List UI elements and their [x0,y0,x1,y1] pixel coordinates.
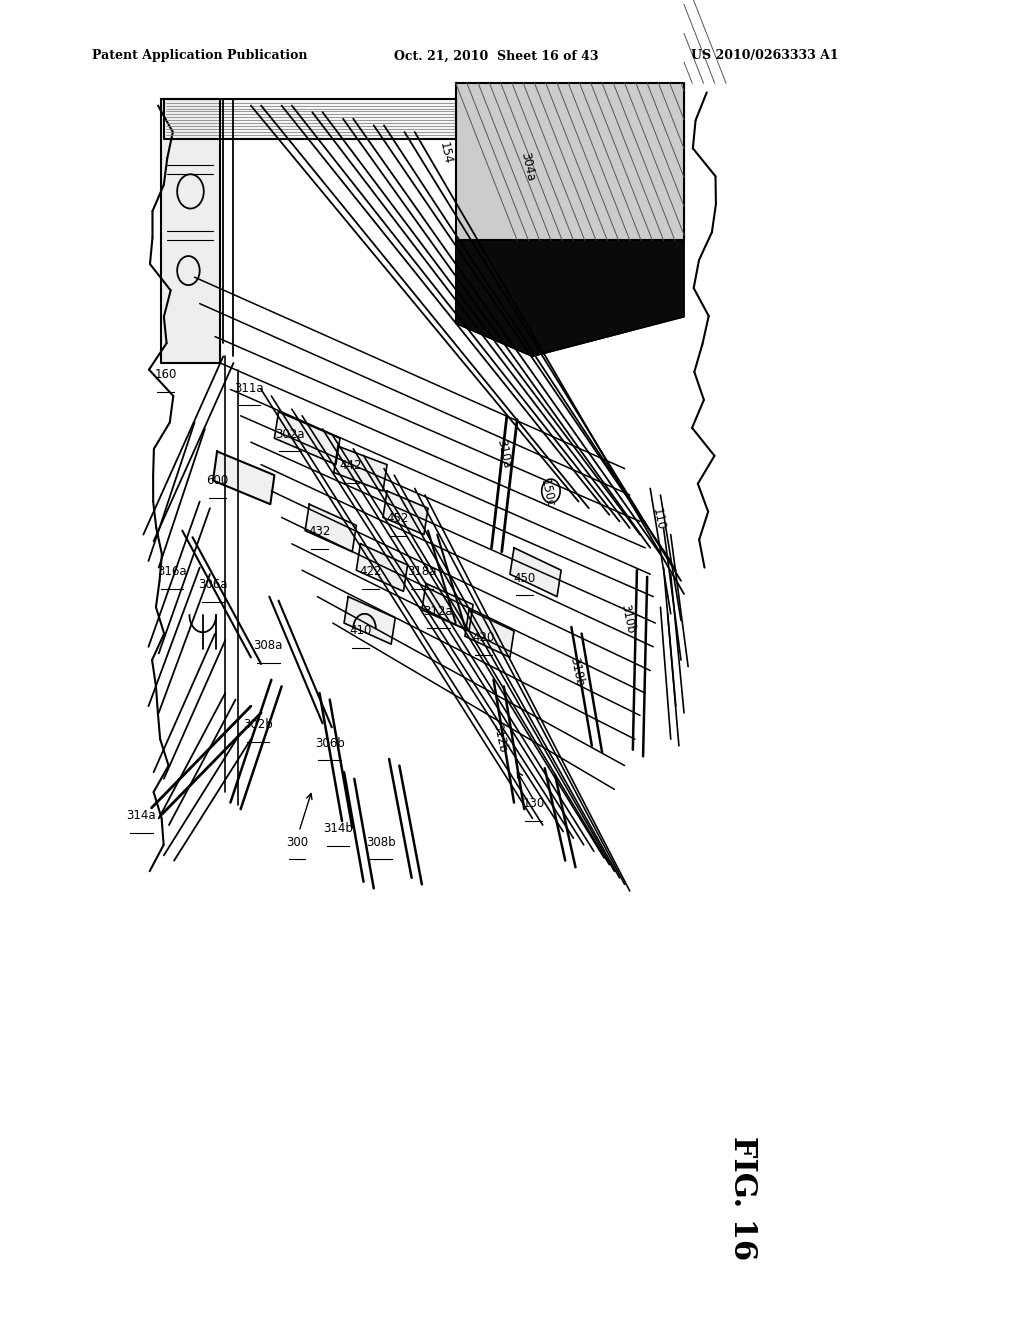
Text: 422: 422 [359,565,382,578]
Text: 310a: 310a [495,438,513,470]
Text: 450: 450 [513,572,536,585]
Polygon shape [356,544,408,591]
Text: 318a: 318a [408,565,436,578]
Polygon shape [334,446,387,491]
Polygon shape [305,504,356,552]
Polygon shape [161,99,220,363]
Polygon shape [465,610,514,657]
Text: US 2010/0263333 A1: US 2010/0263333 A1 [691,49,839,62]
Text: 316a: 316a [158,565,186,578]
Text: 312a: 312a [424,605,453,618]
Polygon shape [422,583,473,631]
Text: 154: 154 [437,141,454,165]
Text: 314b: 314b [323,822,353,836]
Polygon shape [213,451,274,504]
Text: 302b: 302b [243,718,273,731]
Text: 312b: 312b [490,722,509,754]
Text: 130: 130 [522,797,545,810]
Text: FIG. 16: FIG. 16 [727,1137,758,1261]
Text: 302a: 302a [275,428,304,441]
Polygon shape [456,240,684,356]
Text: 160: 160 [155,368,177,381]
Text: 308b: 308b [367,836,395,849]
Text: 310b: 310b [618,603,637,635]
Polygon shape [164,99,456,139]
Text: 311a: 311a [234,381,263,395]
Polygon shape [383,491,428,535]
Polygon shape [274,412,340,465]
Text: 318b: 318b [567,656,586,688]
Text: 110: 110 [650,507,667,531]
Polygon shape [456,83,684,240]
Text: 300: 300 [286,836,308,849]
Text: 420: 420 [472,631,495,644]
Text: 452: 452 [386,512,409,525]
Polygon shape [344,597,395,644]
Text: 306b: 306b [314,737,345,750]
Polygon shape [510,548,561,597]
Text: 314a: 314a [127,809,156,822]
Text: 600: 600 [206,474,228,487]
Text: Oct. 21, 2010  Sheet 16 of 43: Oct. 21, 2010 Sheet 16 of 43 [394,49,599,62]
Text: 308a: 308a [254,639,283,652]
Text: 410: 410 [349,624,372,638]
Text: 432: 432 [308,525,331,539]
Text: 306a: 306a [199,578,227,591]
Text: 442: 442 [339,459,361,473]
Text: Patent Application Publication: Patent Application Publication [92,49,307,62]
Text: 150c: 150c [538,478,556,510]
Text: 304a: 304a [518,150,537,182]
